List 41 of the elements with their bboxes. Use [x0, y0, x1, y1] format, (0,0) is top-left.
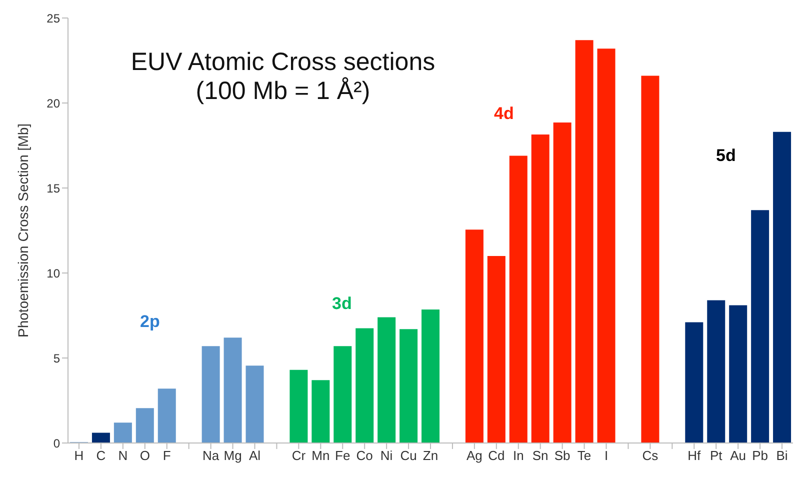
y-tick-label: 5: [53, 351, 60, 366]
x-tick-label: Zn: [422, 448, 438, 464]
x-tick-label: Pt: [710, 448, 723, 464]
x-tick-label: Te: [577, 448, 592, 464]
x-tick-label: F: [162, 448, 171, 464]
x-tick-label: Al: [248, 448, 261, 464]
x-tick-label: H: [74, 448, 84, 464]
annotation: 4d: [494, 104, 514, 124]
annotation: 2p: [140, 312, 160, 332]
x-tick-label: In: [512, 448, 524, 464]
x-tick-label: Sb: [554, 448, 570, 464]
y-tick-label: 15: [46, 181, 60, 196]
y-axis-title: Photoemission Cross Section [Mb]: [14, 124, 31, 338]
x-tick-label: Sn: [532, 448, 548, 464]
x-tick-label: Ni: [380, 448, 393, 464]
x-tick-label: N: [118, 448, 128, 464]
x-tick-label: Fe: [335, 448, 350, 464]
x-tick-label: Cd: [488, 448, 505, 464]
x-tick-label: Hf: [688, 448, 702, 464]
x-tick-label: Bi: [776, 448, 788, 464]
annotation: 3d: [332, 294, 352, 314]
x-tick-label: Co: [356, 448, 373, 464]
x-tick-label: Pb: [752, 448, 768, 464]
y-tick-label: 10: [46, 266, 60, 280]
x-tick-label: Cs: [642, 448, 659, 464]
y-tick-label: 0: [53, 436, 60, 450]
annotation: 5d: [716, 146, 736, 166]
x-tick-label: Cr: [292, 448, 306, 464]
x-tick-label: Na: [202, 448, 220, 464]
x-tick-label: C: [96, 448, 106, 464]
text: (100 Mb = 1 Å²): [194, 77, 372, 106]
x-tick-label: O: [140, 448, 150, 464]
x-tick-label: I: [604, 448, 608, 464]
x-tick-label: Cu: [400, 448, 417, 464]
x-tick-label: Mg: [224, 448, 242, 464]
text: EUV Atomic Cross sections: [130, 48, 436, 77]
y-tick-label: 20: [46, 96, 60, 110]
y-tick-label: 25: [46, 11, 60, 26]
x-tick-label: Ag: [466, 448, 482, 464]
x-tick-label: Au: [730, 448, 746, 464]
x-tick-label: Mn: [312, 448, 330, 464]
